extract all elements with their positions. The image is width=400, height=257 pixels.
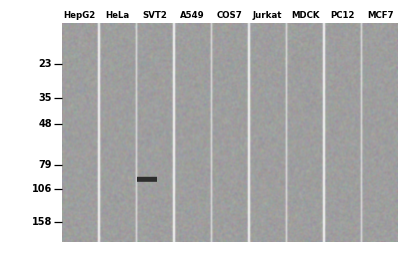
Text: 106: 106 [32,185,52,195]
Text: MCF7: MCF7 [367,11,394,20]
Text: Jurkat: Jurkat [253,11,282,20]
Text: HeLa: HeLa [105,11,129,20]
Text: HepG2: HepG2 [63,11,96,20]
Text: 48: 48 [38,119,52,129]
Text: PC12: PC12 [331,11,355,20]
Text: 158: 158 [32,217,52,227]
Text: MDCK: MDCK [291,11,320,20]
Text: A549: A549 [180,11,205,20]
Text: 23: 23 [38,59,52,69]
Text: 79: 79 [38,160,52,170]
Text: 35: 35 [38,93,52,103]
Text: SVT2: SVT2 [142,11,167,20]
Text: COS7: COS7 [217,11,243,20]
